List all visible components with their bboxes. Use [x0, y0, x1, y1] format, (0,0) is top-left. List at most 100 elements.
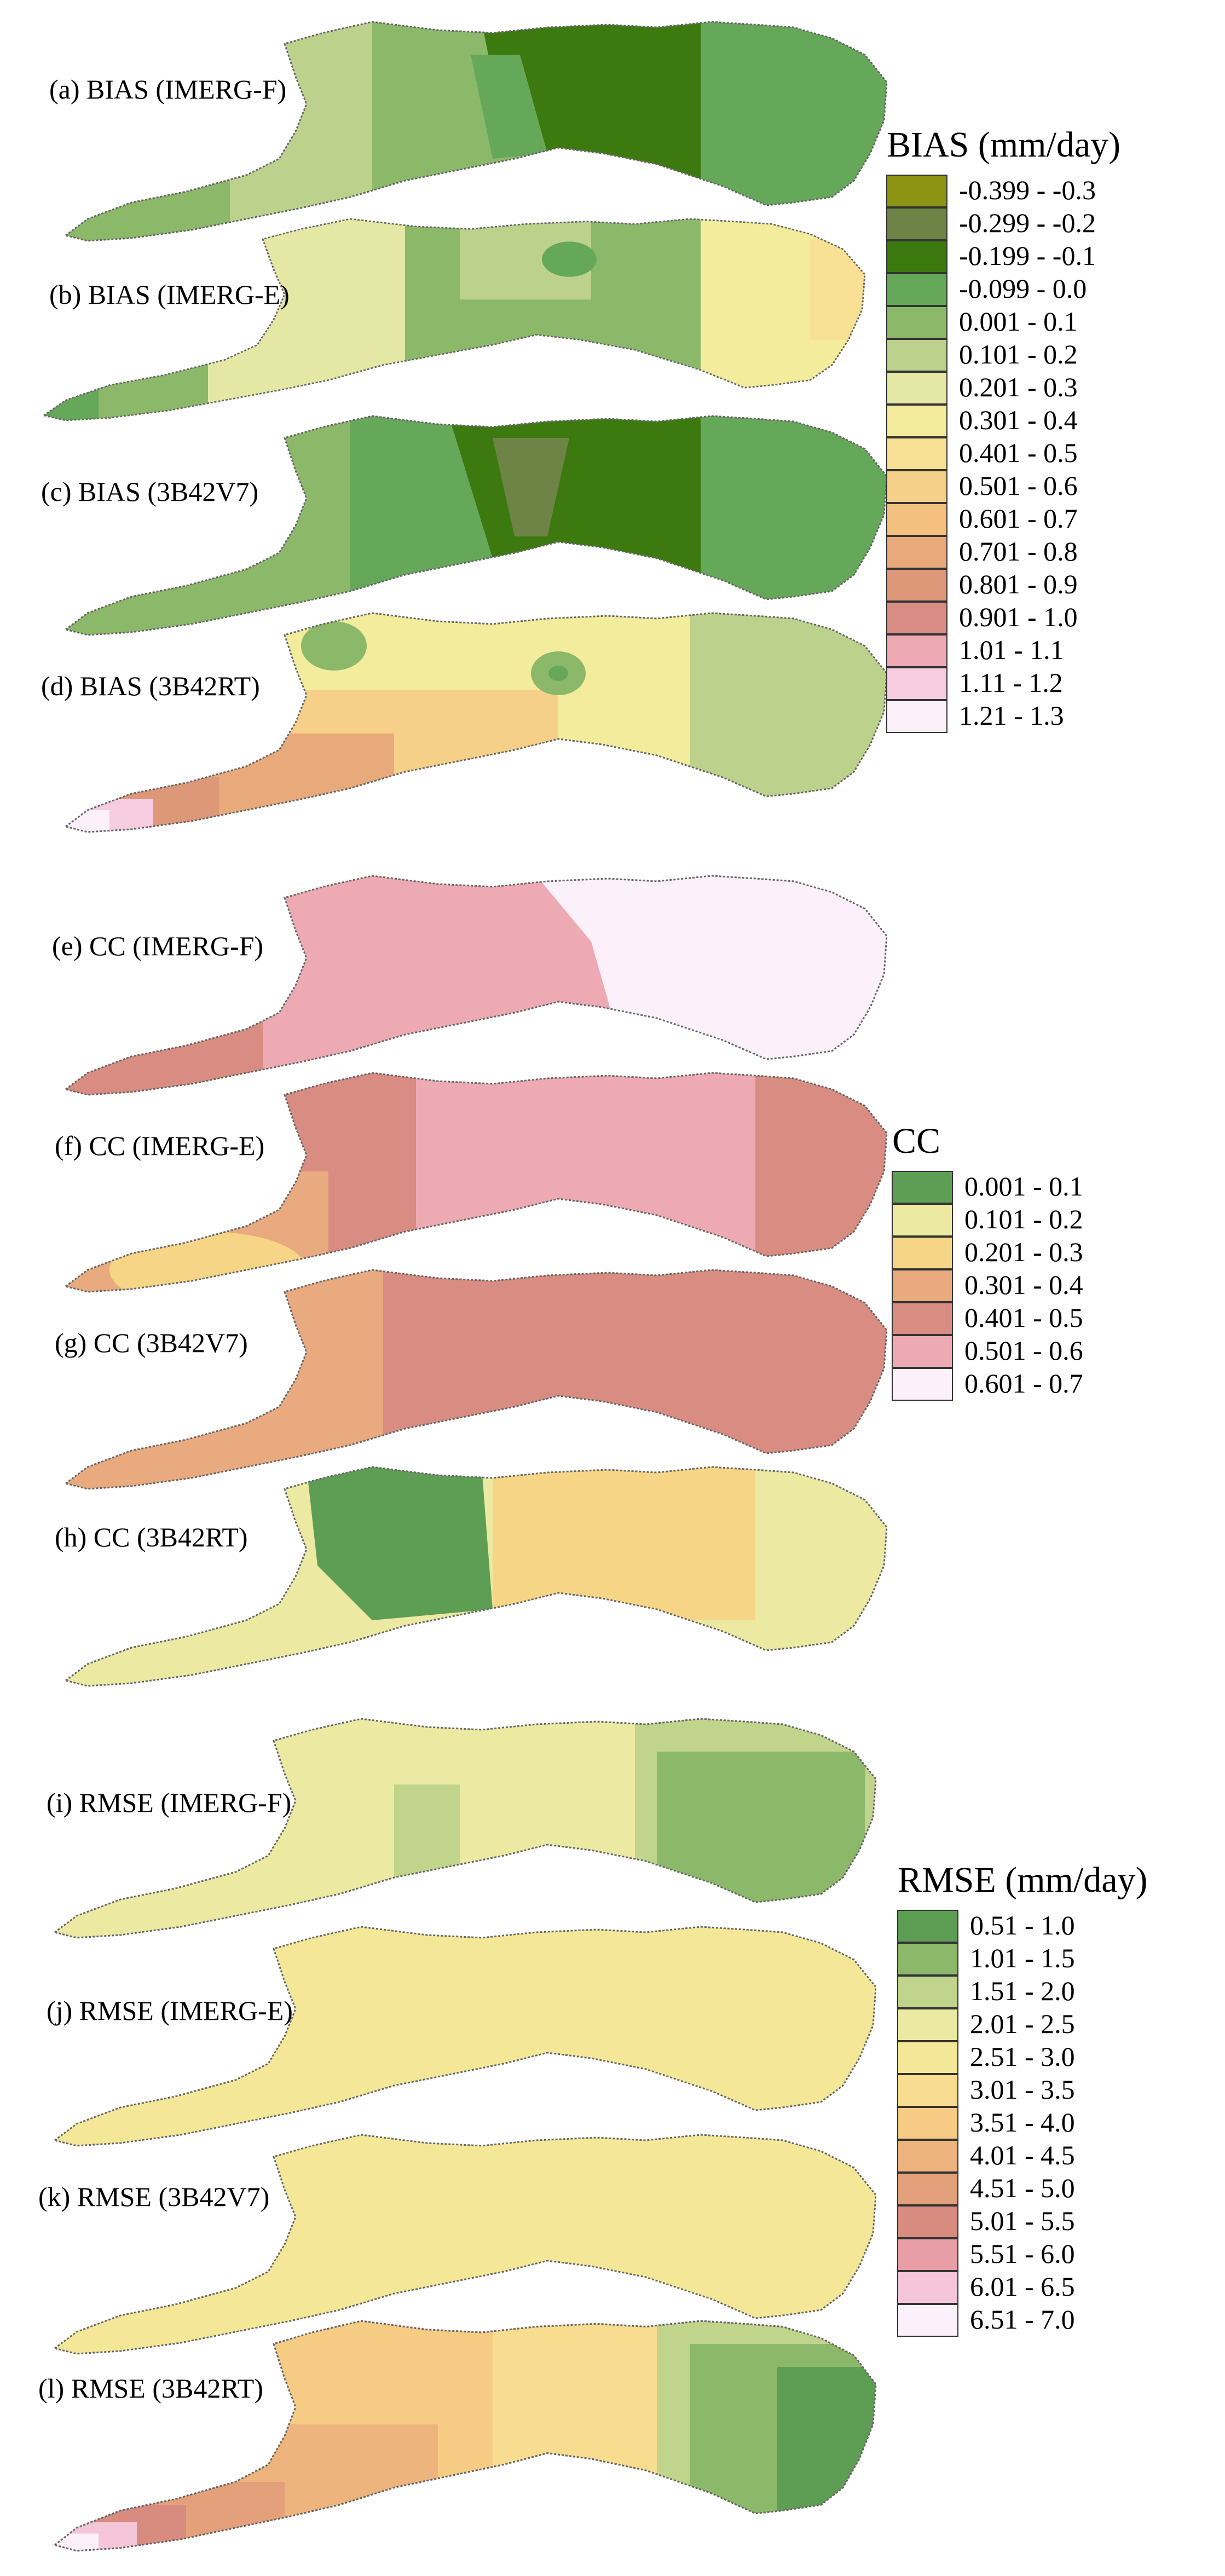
map-panel-i [54, 1718, 877, 1939]
panel-label-j: (j) RMSE (IMERG-E) [47, 1995, 293, 2026]
legend-title-cc: CC [892, 1121, 940, 1161]
legend-swatch [897, 2304, 958, 2337]
region-fill [548, 666, 568, 681]
panel-label-c: (c) BIAS (3B42V7) [41, 476, 258, 507]
legend-label: 0.201 - 0.3 [959, 372, 1078, 402]
legend-swatch [886, 306, 947, 339]
map-panel-a [65, 21, 888, 242]
region-fill [99, 360, 208, 420]
legend-swatch [897, 2173, 958, 2205]
legend-swatch [886, 437, 947, 470]
legend-swatch [897, 2271, 958, 2304]
legend-cc: CC 0.001 - 0.10.101 - 0.20.201 - 0.30.30… [892, 1121, 1083, 1401]
legend-swatch [892, 1204, 953, 1237]
legend-label: -0.299 - -0.2 [959, 207, 1096, 238]
legend-label: 0.901 - 1.0 [959, 602, 1078, 632]
legend-swatch [886, 470, 947, 503]
legend-label: 1.01 - 1.5 [970, 1943, 1075, 1973]
panel-label-b: (b) BIAS (IMERG-E) [49, 279, 290, 310]
legend-label: -0.199 - -0.1 [959, 240, 1096, 271]
legend-swatch [886, 667, 947, 700]
legend-label: 3.51 - 4.0 [970, 2107, 1075, 2138]
panel-label-d: (d) BIAS (3B42RT) [41, 671, 260, 701]
panel-label-i: (i) RMSE (IMERG-F) [47, 1787, 291, 1818]
legend-label: 0.501 - 0.6 [959, 470, 1078, 501]
legend-label: 3.01 - 3.5 [970, 2074, 1075, 2105]
legend-label: 4.01 - 4.5 [970, 2140, 1075, 2170]
region-fill [394, 1784, 460, 1883]
legend-label: -0.099 - 0.0 [959, 273, 1087, 304]
legend-swatch [886, 339, 947, 372]
legend-label: 0.51 - 1.0 [970, 1910, 1075, 1940]
legend-label: 0.701 - 0.8 [959, 536, 1078, 567]
map-panel-f [65, 1072, 888, 1293]
legend-swatch [892, 1171, 953, 1204]
legend-swatch [897, 2205, 958, 2238]
legend-swatch [892, 1269, 953, 1302]
legend-label: 0.101 - 0.2 [959, 339, 1078, 369]
map-panel-h [65, 1466, 888, 1687]
region-fill [493, 1467, 755, 1620]
legend-swatch [886, 536, 947, 569]
legend-label: 0.001 - 0.1 [964, 1171, 1083, 1202]
panel-label-a: (a) BIAS (IMERG-F) [49, 74, 286, 105]
panel-label-g: (g) CC (3B42V7) [55, 1327, 248, 1358]
legend-swatch [897, 1976, 958, 2008]
legend-swatch [897, 2008, 958, 2041]
legend-label: 0.601 - 0.7 [964, 1368, 1083, 1399]
map-panel-j [54, 1926, 877, 2147]
region-fill [109, 1232, 307, 1292]
region-fill [301, 621, 367, 671]
region-fill [493, 2321, 657, 2493]
legend-swatch [886, 569, 947, 602]
region-fill [536, 876, 887, 1095]
legend-bias: BIAS (mm/day) -0.399 - -0.3-0.299 - -0.2… [886, 125, 1120, 733]
region-fill [777, 2367, 876, 2551]
legend-swatch [886, 405, 947, 437]
legend-swatch [886, 207, 947, 240]
region-fill [44, 370, 99, 420]
legend-label: 5.51 - 6.0 [970, 2238, 1075, 2269]
panel-label-e: (e) CC (IMERG-F) [52, 931, 263, 961]
legend-swatch [897, 1910, 958, 1943]
map-panel-k [54, 2134, 877, 2355]
legend-swatch [897, 2074, 958, 2107]
legend-label: 0.401 - 0.5 [959, 437, 1078, 468]
legend-label: -0.399 - -0.3 [959, 175, 1096, 205]
legend-swatch [892, 1237, 953, 1269]
legend-label: 1.21 - 1.3 [959, 700, 1064, 731]
legend-label: 0.801 - 0.9 [959, 569, 1078, 599]
region-fill [701, 22, 887, 241]
region-fill [471, 55, 547, 159]
legend-label: 0.001 - 0.1 [959, 306, 1078, 337]
legend-swatch [886, 273, 947, 306]
legend-label: 2.51 - 3.0 [970, 2041, 1075, 2072]
region-fill [755, 1073, 887, 1292]
legend-swatch [897, 2238, 958, 2271]
legend-swatch [886, 503, 947, 536]
map-panel-l [54, 2320, 877, 2552]
legend-swatch [886, 372, 947, 405]
region-fill [810, 239, 865, 340]
panel-label-l: (l) RMSE (3B42RT) [38, 2373, 263, 2404]
legend-swatch [897, 1943, 958, 1976]
legend-swatch [886, 602, 947, 634]
legend-swatch [897, 2041, 958, 2074]
legend-swatch [886, 634, 947, 667]
legend-label: 0.401 - 0.5 [964, 1302, 1083, 1333]
region-fill [482, 22, 701, 197]
panel-label-f: (f) CC (IMERG-E) [55, 1130, 264, 1161]
region-fill [55, 2135, 876, 2354]
region-fill [542, 241, 597, 277]
legend-label: 6.01 - 6.5 [970, 2271, 1075, 2302]
legend-label: 5.01 - 5.5 [970, 2205, 1075, 2236]
legend-swatch [886, 175, 947, 207]
legend-swatch [886, 240, 947, 273]
region-fill [55, 2533, 99, 2551]
legend-title-bias: BIAS (mm/day) [887, 125, 1120, 165]
legend-label: 0.301 - 0.4 [964, 1269, 1083, 1300]
region-fill [493, 438, 569, 536]
region-fill [449, 416, 701, 591]
map-panel-c [65, 415, 888, 636]
